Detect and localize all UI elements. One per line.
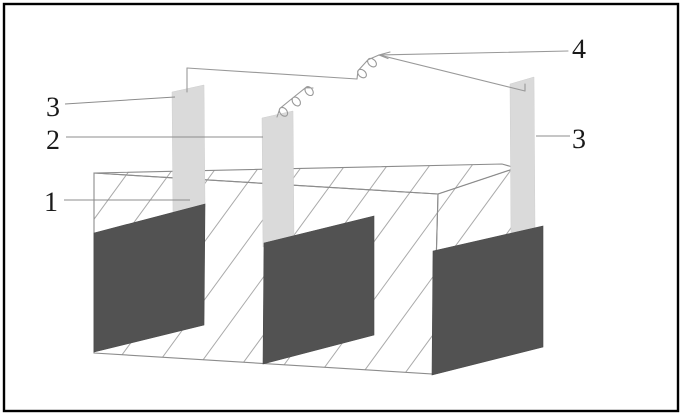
svg-text:3: 3 <box>46 92 60 123</box>
svg-text:1: 1 <box>44 187 58 218</box>
svg-text:3: 3 <box>572 124 586 155</box>
svg-text:2: 2 <box>46 125 60 156</box>
svg-text:4: 4 <box>572 34 586 65</box>
